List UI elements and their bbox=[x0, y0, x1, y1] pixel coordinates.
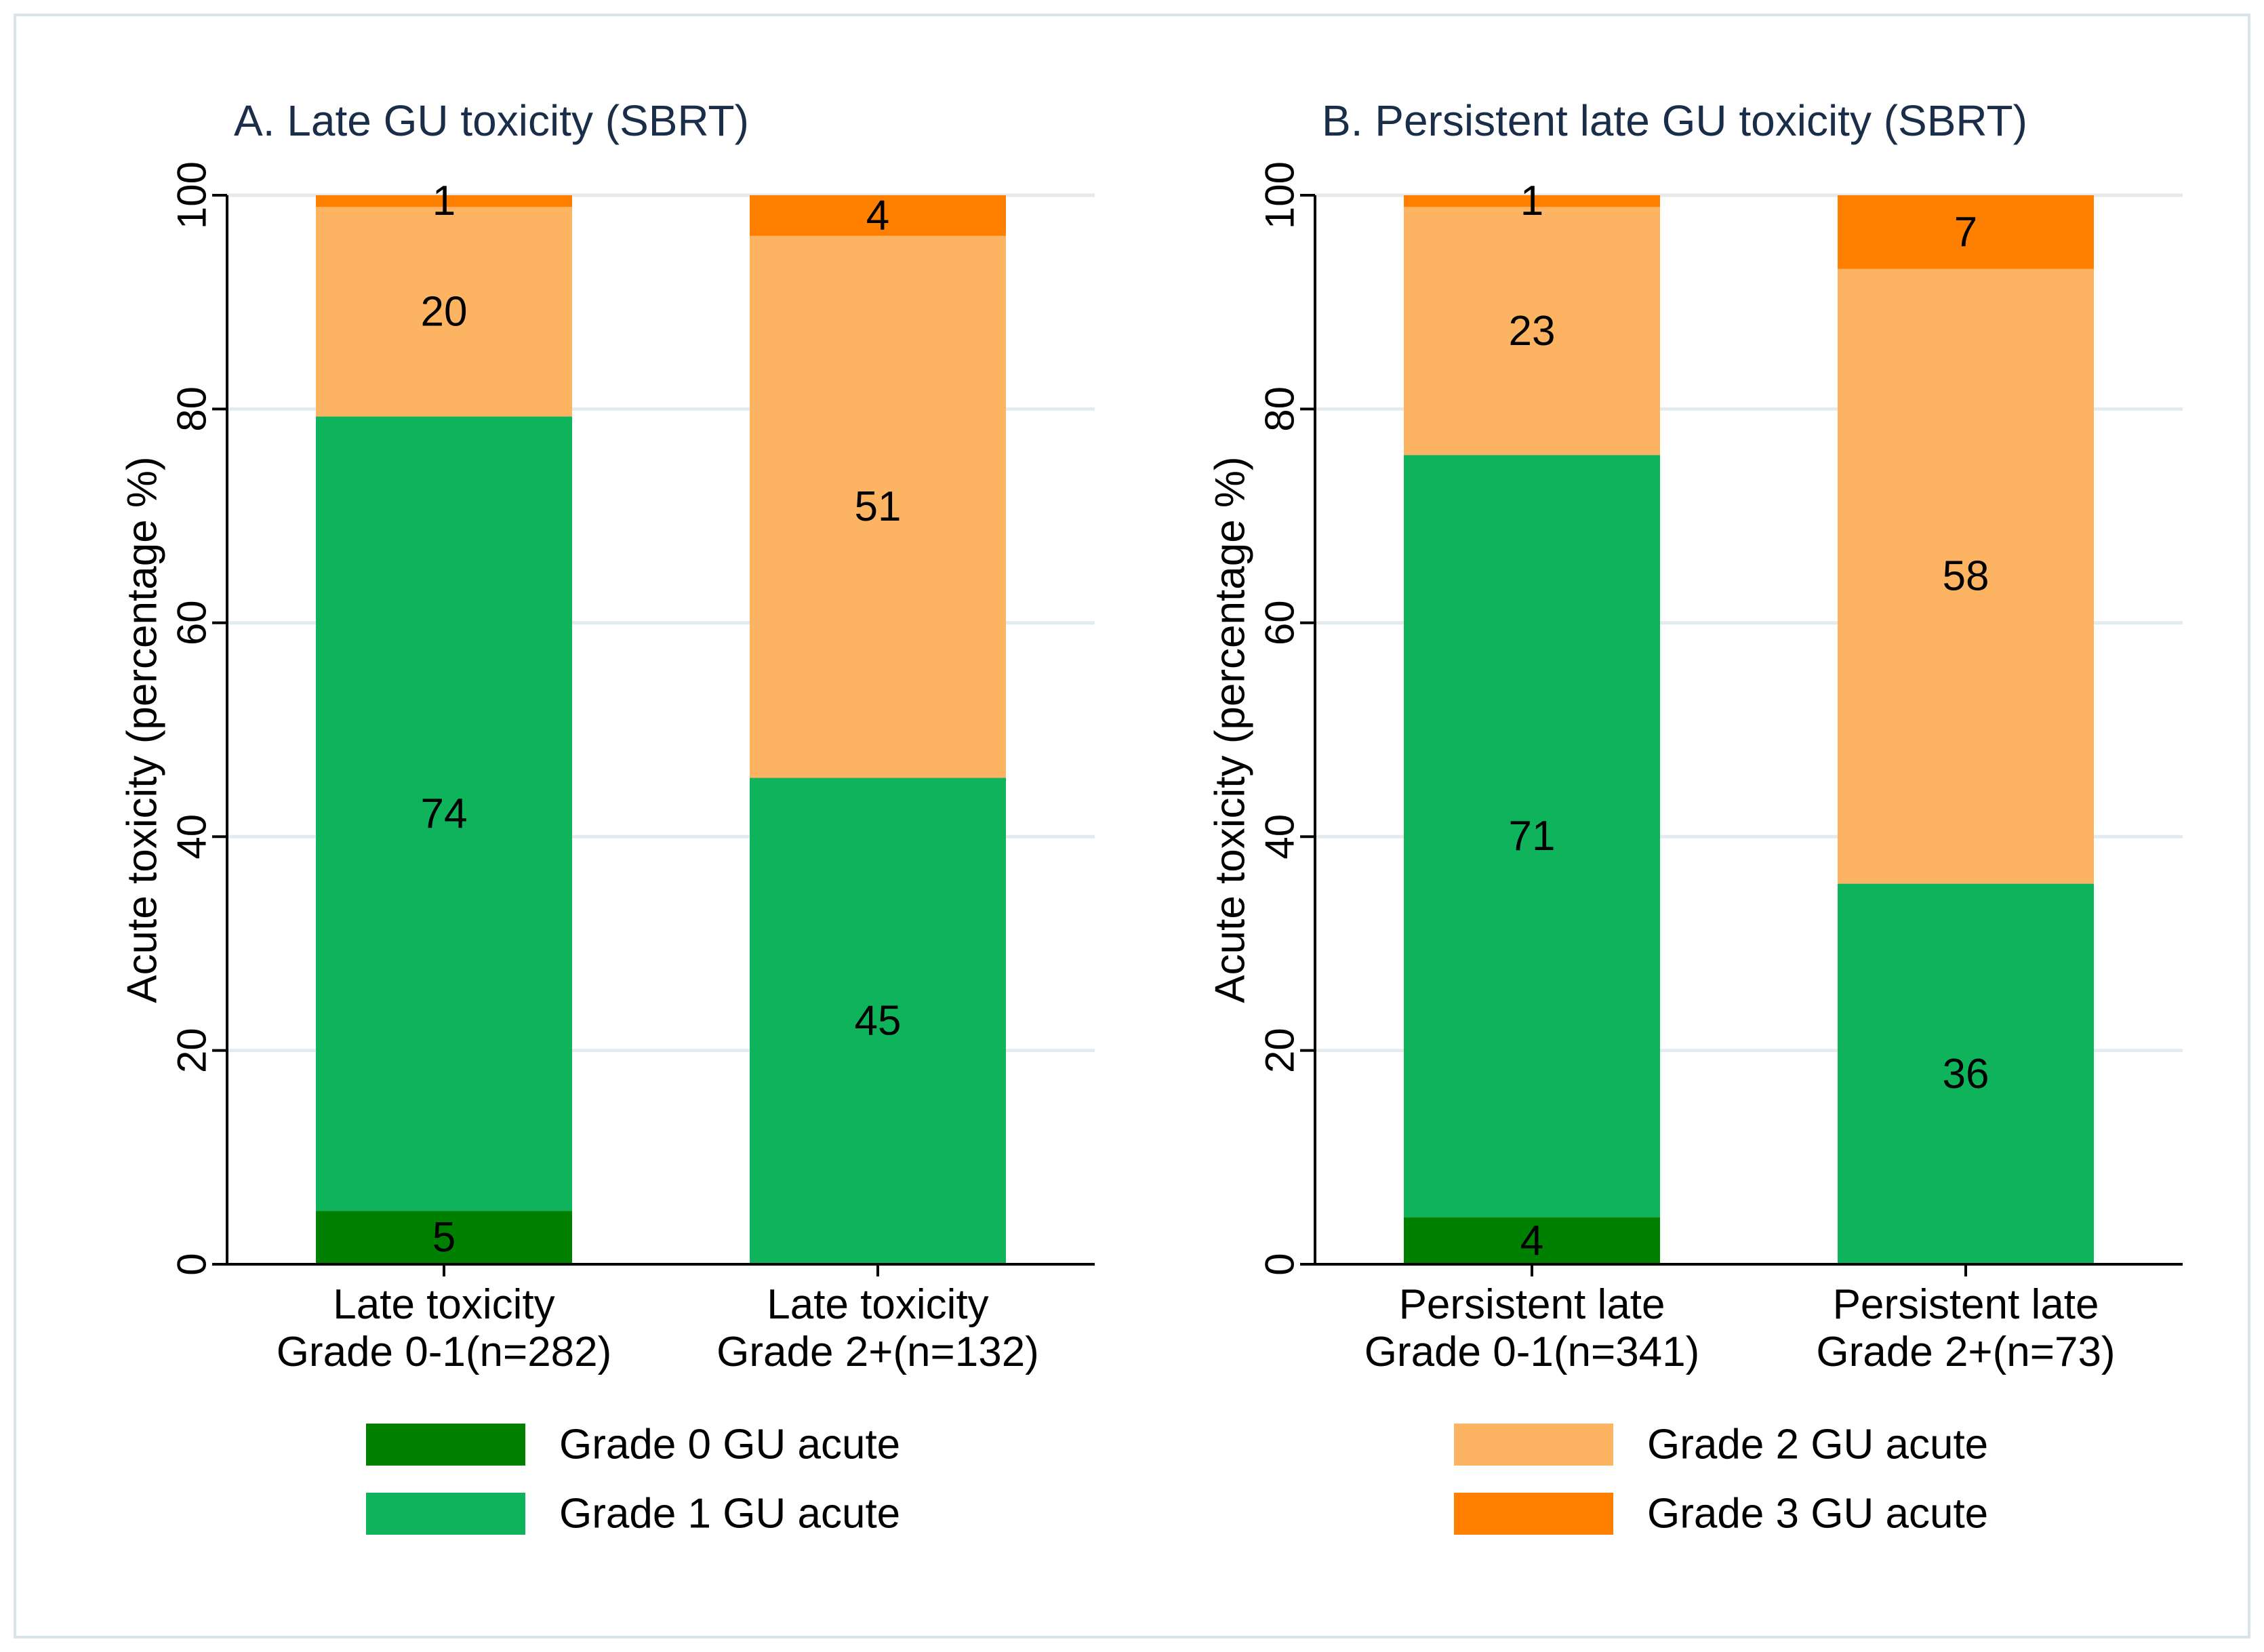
legend-swatch bbox=[366, 1493, 525, 1535]
bar-value-label: 36 bbox=[1943, 1051, 1989, 1097]
y-tick-label: 40 bbox=[1257, 814, 1303, 860]
panel-title: A. Late GU toxicity (SBRT) bbox=[234, 96, 749, 145]
legend-label: Grade 0 GU acute bbox=[559, 1422, 900, 1468]
category-label: Persistent late Grade 2+(n=73) bbox=[1816, 1281, 2115, 1375]
bar-segment bbox=[316, 207, 572, 417]
bar-value-label: 74 bbox=[421, 790, 468, 837]
category-label-line: Late toxicity bbox=[333, 1281, 554, 1328]
y-axis-title: Acute toxicity (percentage %) bbox=[1207, 456, 1254, 1003]
legend-swatch bbox=[1454, 1493, 1613, 1535]
bar-segment bbox=[1838, 883, 2094, 1264]
category-label-line: Grade 2+(n=132) bbox=[716, 1329, 1039, 1375]
bar-value-label: 51 bbox=[855, 483, 902, 530]
bar-segment bbox=[1404, 455, 1660, 1217]
y-tick-label: 0 bbox=[169, 1253, 215, 1275]
bar-value-label: 71 bbox=[1509, 813, 1556, 860]
category-label: Late toxicity Grade 2+(n=132) bbox=[716, 1281, 1039, 1375]
category-label: Late toxicity Grade 0-1(n=282) bbox=[277, 1281, 612, 1375]
y-tick-label: 100 bbox=[169, 161, 215, 229]
bar-value-label: 1 bbox=[432, 178, 456, 224]
bar-segment bbox=[316, 195, 572, 207]
bar-value-label: 7 bbox=[1954, 209, 1977, 256]
bar-value-label: 45 bbox=[855, 998, 902, 1045]
bar-segment bbox=[1404, 195, 1660, 207]
category-label: Persistent late Grade 0-1(n=341) bbox=[1365, 1281, 1700, 1375]
y-axis-title: Acute toxicity (percentage %) bbox=[119, 456, 166, 1003]
legend-label: Grade 2 GU acute bbox=[1647, 1422, 1988, 1468]
panel-title: B. Persistent late GU toxicity (SBRT) bbox=[1322, 96, 2027, 145]
bar-segment bbox=[1404, 1217, 1660, 1264]
y-tick-label: 100 bbox=[1257, 161, 1303, 229]
legend-label: Grade 3 GU acute bbox=[1647, 1491, 1988, 1537]
y-tick-label: 20 bbox=[1257, 1028, 1303, 1073]
bar-value-label: 1 bbox=[1520, 178, 1543, 224]
category-label-line: Grade 0-1(n=282) bbox=[277, 1329, 612, 1375]
bar-value-label: 4 bbox=[866, 192, 889, 239]
y-tick-label: 40 bbox=[169, 814, 215, 860]
panel-a: A. Late GU toxicity (SBRT) 5 74 20 1 Late tox… bbox=[119, 96, 1095, 1537]
bar-segment bbox=[1838, 268, 2094, 884]
y-tick-label: 60 bbox=[169, 600, 215, 645]
bar-segment bbox=[1838, 195, 2094, 269]
bar-segment bbox=[316, 416, 572, 1211]
legend-swatch bbox=[366, 1424, 525, 1466]
bar-value-label: 20 bbox=[421, 288, 468, 335]
legend-swatch bbox=[1454, 1424, 1613, 1466]
category-label-line: Persistent late bbox=[1833, 1281, 2099, 1328]
bar-segment bbox=[750, 195, 1006, 236]
bar-segment bbox=[1404, 207, 1660, 456]
bar-segment bbox=[750, 235, 1006, 778]
bar-value-label: 5 bbox=[432, 1214, 456, 1261]
bar-value-label: 4 bbox=[1520, 1217, 1543, 1264]
y-tick-label: 0 bbox=[1257, 1253, 1303, 1275]
y-tick-label: 20 bbox=[169, 1028, 215, 1073]
bar-value-label: 58 bbox=[1943, 553, 1989, 600]
category-label-line: Grade 2+(n=73) bbox=[1816, 1329, 2115, 1375]
y-tick-label: 80 bbox=[1257, 386, 1303, 432]
category-label-line: Grade 0-1(n=341) bbox=[1365, 1329, 1700, 1375]
y-tick-label: 60 bbox=[1257, 600, 1303, 645]
bar-value-label: 23 bbox=[1509, 308, 1556, 355]
legend-label: Grade 1 GU acute bbox=[559, 1491, 900, 1537]
panel-b: B. Persistent late GU toxicity (SBRT)471… bbox=[1207, 96, 2183, 1537]
y-tick-label: 80 bbox=[169, 386, 215, 432]
bar-segment bbox=[316, 1211, 572, 1264]
bar-segment bbox=[750, 778, 1006, 1264]
category-label-line: Late toxicity bbox=[767, 1281, 988, 1328]
category-label-line: Persistent late bbox=[1399, 1281, 1665, 1328]
figure-frame bbox=[14, 14, 2250, 1638]
